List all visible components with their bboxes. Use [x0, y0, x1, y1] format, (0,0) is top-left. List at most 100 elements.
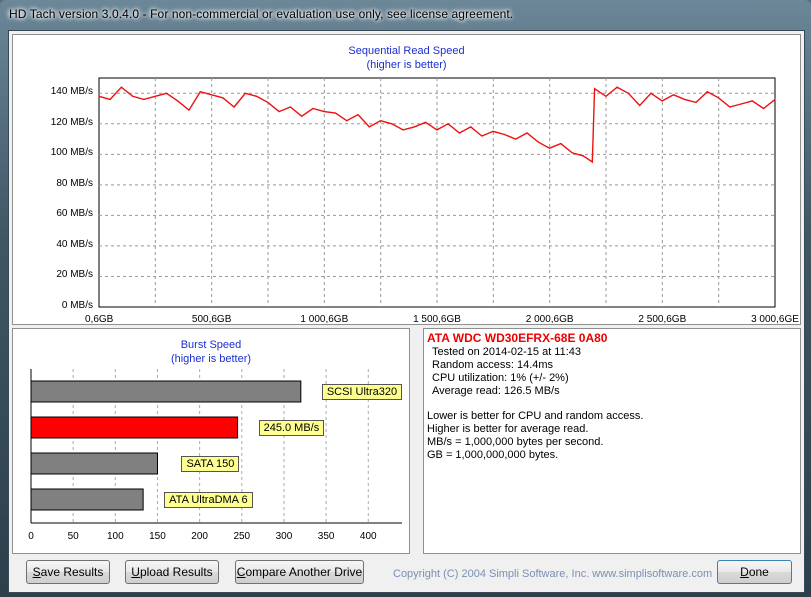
cpu-utilization: CPU utilization: 1% (+/- 2%) [432, 372, 569, 384]
seq-x-tick: 3 000,6GE [751, 314, 799, 325]
seq-read-point [98, 95, 100, 97]
seq-x-tick: 500,6GB [191, 314, 232, 325]
seq-read-point [470, 126, 472, 128]
seq-read-point [289, 106, 291, 108]
seq-read-point [593, 88, 596, 90]
seq-read-point [379, 120, 382, 122]
seq-read-point [143, 98, 145, 100]
burst-x-tick: 400 [359, 531, 377, 542]
note-mbs-definition: MB/s = 1,000,000 bytes per second. [427, 436, 604, 448]
seq-read-point [177, 100, 179, 102]
seq-read-point [503, 133, 506, 136]
seq-read-point [639, 104, 641, 107]
seq-read-point [267, 101, 269, 104]
seq-read-point [413, 126, 415, 128]
seq-read-point [199, 91, 201, 93]
done-button[interactable]: Done [717, 560, 792, 584]
note-gb-definition: GB = 1,000,000,000 bytes. [427, 449, 559, 461]
burst-bar [30, 488, 144, 511]
random-access: Random access: 14.4ms [432, 359, 554, 371]
done-label: one [748, 565, 769, 579]
seq-y-tick: 120 MB/s [50, 116, 93, 128]
burst-speed-panel: Burst Speed (higher is better) SCSI Ultr… [12, 328, 410, 554]
burst-bar-label: SCSI Ultra320 [321, 384, 403, 400]
seq-read-line [98, 86, 776, 164]
seq-x-tick: 0,6GB [85, 314, 114, 325]
drive-info-panel: ATA WDC WD30EFRX-68E 0A80 Tested on 2014… [423, 328, 801, 554]
seq-read-point [132, 95, 134, 97]
seq-read-point [650, 92, 652, 94]
seq-read-point [210, 94, 213, 96]
burst-bar-label: ATA UltraDMA 6 [164, 492, 253, 508]
seq-read-point [436, 129, 438, 131]
window-title: HD Tach version 3.0.4.0 - For non-commer… [9, 7, 514, 21]
seq-read-point [717, 97, 720, 99]
compare-mnemonic: C [236, 565, 246, 579]
burst-bar [30, 380, 302, 403]
seq-read-point [492, 130, 494, 133]
seq-x-tick: 2 000,6GB [525, 314, 574, 325]
burst-bar [30, 416, 239, 439]
window-controls [716, 6, 802, 24]
seq-read-point [616, 86, 618, 88]
seq-y-tick: 20 MB/s [56, 269, 93, 281]
seq-read-point [774, 98, 776, 100]
seq-read-point [661, 100, 663, 102]
seq-read-point [402, 129, 404, 131]
seq-read-point [244, 92, 246, 94]
upload-results-label: pload Results [139, 565, 213, 579]
seq-read-point [458, 132, 460, 134]
seq-x-tick: 1 000,6GB [300, 314, 349, 325]
seq-read-point [515, 138, 517, 140]
seq-y-tick: 0 MB/s [61, 300, 93, 311]
seq-read-point [222, 97, 224, 99]
seq-y-tick: 140 MB/s [50, 86, 93, 98]
seq-x-tick: 2 500,6GB [638, 314, 687, 325]
seq-chart-subtitle: (higher is better) [366, 59, 447, 71]
seq-read-point [447, 123, 449, 125]
seq-read-point [560, 143, 562, 145]
burst-bar-label: SATA 150 [181, 456, 240, 472]
tested-date: Tested on 2014-02-15 at 11:43 [432, 346, 582, 358]
seq-read-point [334, 112, 337, 114]
seq-read-point [278, 110, 280, 113]
burst-x-tick: 350 [317, 531, 335, 542]
seq-read-point [672, 94, 675, 96]
seq-y-tick: 40 MB/s [56, 238, 93, 250]
seq-read-point [706, 91, 708, 93]
seq-read-point [591, 161, 593, 163]
client-area: Sequential Read Speed (higher is better)… [8, 30, 805, 593]
copyright-text: Copyright (C) 2004 Simpli Software, Inc.… [393, 568, 713, 580]
seq-read-point [684, 98, 686, 100]
seq-y-tick: 100 MB/s [50, 147, 93, 159]
seq-read-point [740, 103, 742, 105]
seq-read-point [751, 100, 753, 102]
burst-x-tick: 200 [191, 531, 208, 542]
compare-another-drive-button[interactable]: Compare Another Drive [235, 560, 364, 584]
burst-x-tick: 100 [106, 531, 124, 542]
burst-x-tick: 250 [233, 531, 251, 542]
seq-read-point [109, 98, 111, 100]
seq-read-point [368, 126, 370, 128]
seq-chart-title: Sequential Read Speed [348, 45, 465, 57]
seq-read-point [323, 110, 325, 113]
sequential-read-panel: Sequential Read Speed (higher is better)… [12, 34, 801, 325]
seq-read-point [346, 120, 348, 122]
sequential-read-chart [98, 77, 776, 308]
save-results-mnemonic: S [32, 565, 41, 579]
seq-read-point [605, 95, 607, 97]
seq-read-point [526, 132, 528, 134]
upload-results-mnemonic: U [131, 565, 140, 579]
burst-x-tick: 300 [275, 531, 293, 542]
seq-read-point [301, 115, 303, 117]
seq-read-point [154, 95, 156, 97]
burst-chart-title: Burst Speed [180, 339, 242, 351]
seq-read-point [255, 95, 258, 97]
burst-x-tick: 50 [67, 531, 79, 542]
seq-read-point [424, 121, 427, 123]
upload-results-button[interactable]: Upload Results [125, 560, 219, 584]
seq-y-tick: 60 MB/s [56, 208, 93, 220]
seq-read-point [695, 101, 697, 104]
save-results-button[interactable]: Save Results [26, 560, 110, 584]
title-bar[interactable]: HD Tach version 3.0.4.0 - For non-commer… [0, 0, 811, 30]
